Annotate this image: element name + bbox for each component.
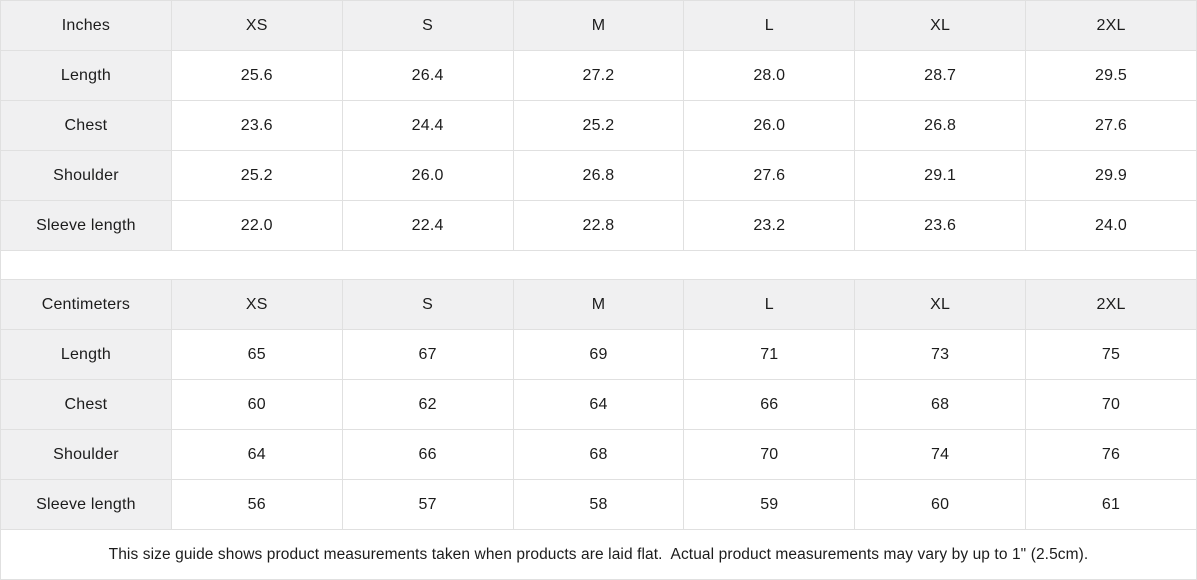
- size-header-cell: S: [341, 279, 514, 330]
- measurement-value-cell: 24.4: [341, 100, 514, 151]
- measurement-value-cell: 73: [854, 329, 1027, 380]
- measurement-value-cell: 28.7: [854, 50, 1027, 101]
- size-header-cell: XL: [854, 279, 1027, 330]
- measurement-value-cell: 22.0: [170, 200, 343, 251]
- measurement-value-cell: 58: [512, 479, 685, 530]
- measurement-label-cell: Shoulder: [0, 150, 172, 201]
- measurement-value-cell: 29.1: [854, 150, 1027, 201]
- measurement-value-cell: 24.0: [1025, 200, 1197, 251]
- measurement-value-cell: 60: [854, 479, 1027, 530]
- measurement-value-cell: 70: [1025, 379, 1197, 430]
- measurement-label-cell: Chest: [0, 100, 172, 151]
- table-row: Length 65 67 69 71 73 75: [0, 329, 1197, 380]
- measurement-value-cell: 25.2: [170, 150, 343, 201]
- measurement-value-cell: 27.6: [683, 150, 856, 201]
- measurement-value-cell: 60: [170, 379, 343, 430]
- measurement-value-cell: 26.0: [683, 100, 856, 151]
- measurement-label-cell: Length: [0, 329, 172, 380]
- table-row: Chest 23.6 24.4 25.2 26.0 26.8 27.6: [0, 100, 1197, 151]
- measurement-value-cell: 65: [170, 329, 343, 380]
- measurement-value-cell: 26.8: [854, 100, 1027, 151]
- measurement-value-cell: 66: [683, 379, 856, 430]
- measurement-value-cell: 66: [341, 429, 514, 480]
- size-header-cell: M: [512, 0, 685, 51]
- measurement-value-cell: 28.0: [683, 50, 856, 101]
- measurement-label-cell: Chest: [0, 379, 172, 430]
- size-header-cell: 2XL: [1025, 279, 1197, 330]
- size-header-cell: 2XL: [1025, 0, 1197, 51]
- measurement-value-cell: 27.2: [512, 50, 685, 101]
- measurement-value-cell: 62: [341, 379, 514, 430]
- size-header-cell: L: [683, 279, 856, 330]
- measurement-value-cell: 75: [1025, 329, 1197, 380]
- table-row: Shoulder 64 66 68 70 74 76: [0, 429, 1197, 480]
- inches-size-table-body: Inches XS S M L XL 2XL Length 25.6 26.4 27.2 28.0 28…: [0, 0, 1197, 251]
- size-header-cell: XS: [170, 0, 343, 51]
- measurement-value-cell: 27.6: [1025, 100, 1197, 151]
- measurement-value-cell: 22.8: [512, 200, 685, 251]
- measurement-value-cell: 70: [683, 429, 856, 480]
- size-header-row: Centimeters XS S M L XL 2XL: [0, 279, 1197, 330]
- measurement-value-cell: 29.9: [1025, 150, 1197, 201]
- measurement-value-cell: 22.4: [341, 200, 514, 251]
- size-header-cell: L: [683, 0, 856, 51]
- measurement-value-cell: 29.5: [1025, 50, 1197, 101]
- size-header-row: Inches XS S M L XL 2XL: [0, 0, 1197, 51]
- size-header-cell: XL: [854, 0, 1027, 51]
- measurement-label-cell: Sleeve length: [0, 479, 172, 530]
- table-row: Sleeve length 56 57 58 59 60 61: [0, 479, 1197, 530]
- centimeters-size-table: Centimeters XS S M L XL 2XL Length 65 67 69 71 73 75 C…: [0, 279, 1197, 530]
- measurement-value-cell: 56: [170, 479, 343, 530]
- measurement-value-cell: 64: [512, 379, 685, 430]
- table-row: Chest 60 62 64 66 68 70: [0, 379, 1197, 430]
- unit-label-cell: Centimeters: [0, 279, 172, 330]
- measurement-value-cell: 69: [512, 329, 685, 380]
- measurement-value-cell: 67: [341, 329, 514, 380]
- measurement-value-cell: 23.2: [683, 200, 856, 251]
- measurement-value-cell: 23.6: [854, 200, 1027, 251]
- measurement-value-cell: 57: [341, 479, 514, 530]
- measurement-value-cell: 68: [512, 429, 685, 480]
- measurement-value-cell: 68: [854, 379, 1027, 430]
- size-guide-note: This size guide shows product measuremen…: [0, 530, 1197, 580]
- measurement-value-cell: 23.6: [170, 100, 343, 151]
- measurement-value-cell: 71: [683, 329, 856, 380]
- measurement-value-cell: 61: [1025, 479, 1197, 530]
- measurement-value-cell: 74: [854, 429, 1027, 480]
- measurement-value-cell: 59: [683, 479, 856, 530]
- measurement-value-cell: 26.8: [512, 150, 685, 201]
- measurement-label-cell: Sleeve length: [0, 200, 172, 251]
- centimeters-size-table-body: Centimeters XS S M L XL 2XL Length 65 67 69 71 73 75 C…: [0, 279, 1197, 530]
- table-spacer: [0, 251, 1197, 279]
- table-row: Sleeve length 22.0 22.4 22.8 23.2 23.6 24.0: [0, 200, 1197, 251]
- measurement-value-cell: 25.6: [170, 50, 343, 101]
- measurement-value-cell: 25.2: [512, 100, 685, 151]
- inches-size-table: Inches XS S M L XL 2XL Length 25.6 26.4 27.2 28.0 28…: [0, 0, 1197, 251]
- measurement-label-cell: Length: [0, 50, 172, 101]
- measurement-value-cell: 76: [1025, 429, 1197, 480]
- unit-label-cell: Inches: [0, 0, 172, 51]
- measurement-value-cell: 26.4: [341, 50, 514, 101]
- measurement-value-cell: 26.0: [341, 150, 514, 201]
- size-header-cell: S: [341, 0, 514, 51]
- measurement-label-cell: Shoulder: [0, 429, 172, 480]
- measurement-value-cell: 64: [170, 429, 343, 480]
- table-row: Length 25.6 26.4 27.2 28.0 28.7 29.5: [0, 50, 1197, 101]
- size-header-cell: XS: [170, 279, 343, 330]
- table-row: Shoulder 25.2 26.0 26.8 27.6 29.1 29.9: [0, 150, 1197, 201]
- size-header-cell: M: [512, 279, 685, 330]
